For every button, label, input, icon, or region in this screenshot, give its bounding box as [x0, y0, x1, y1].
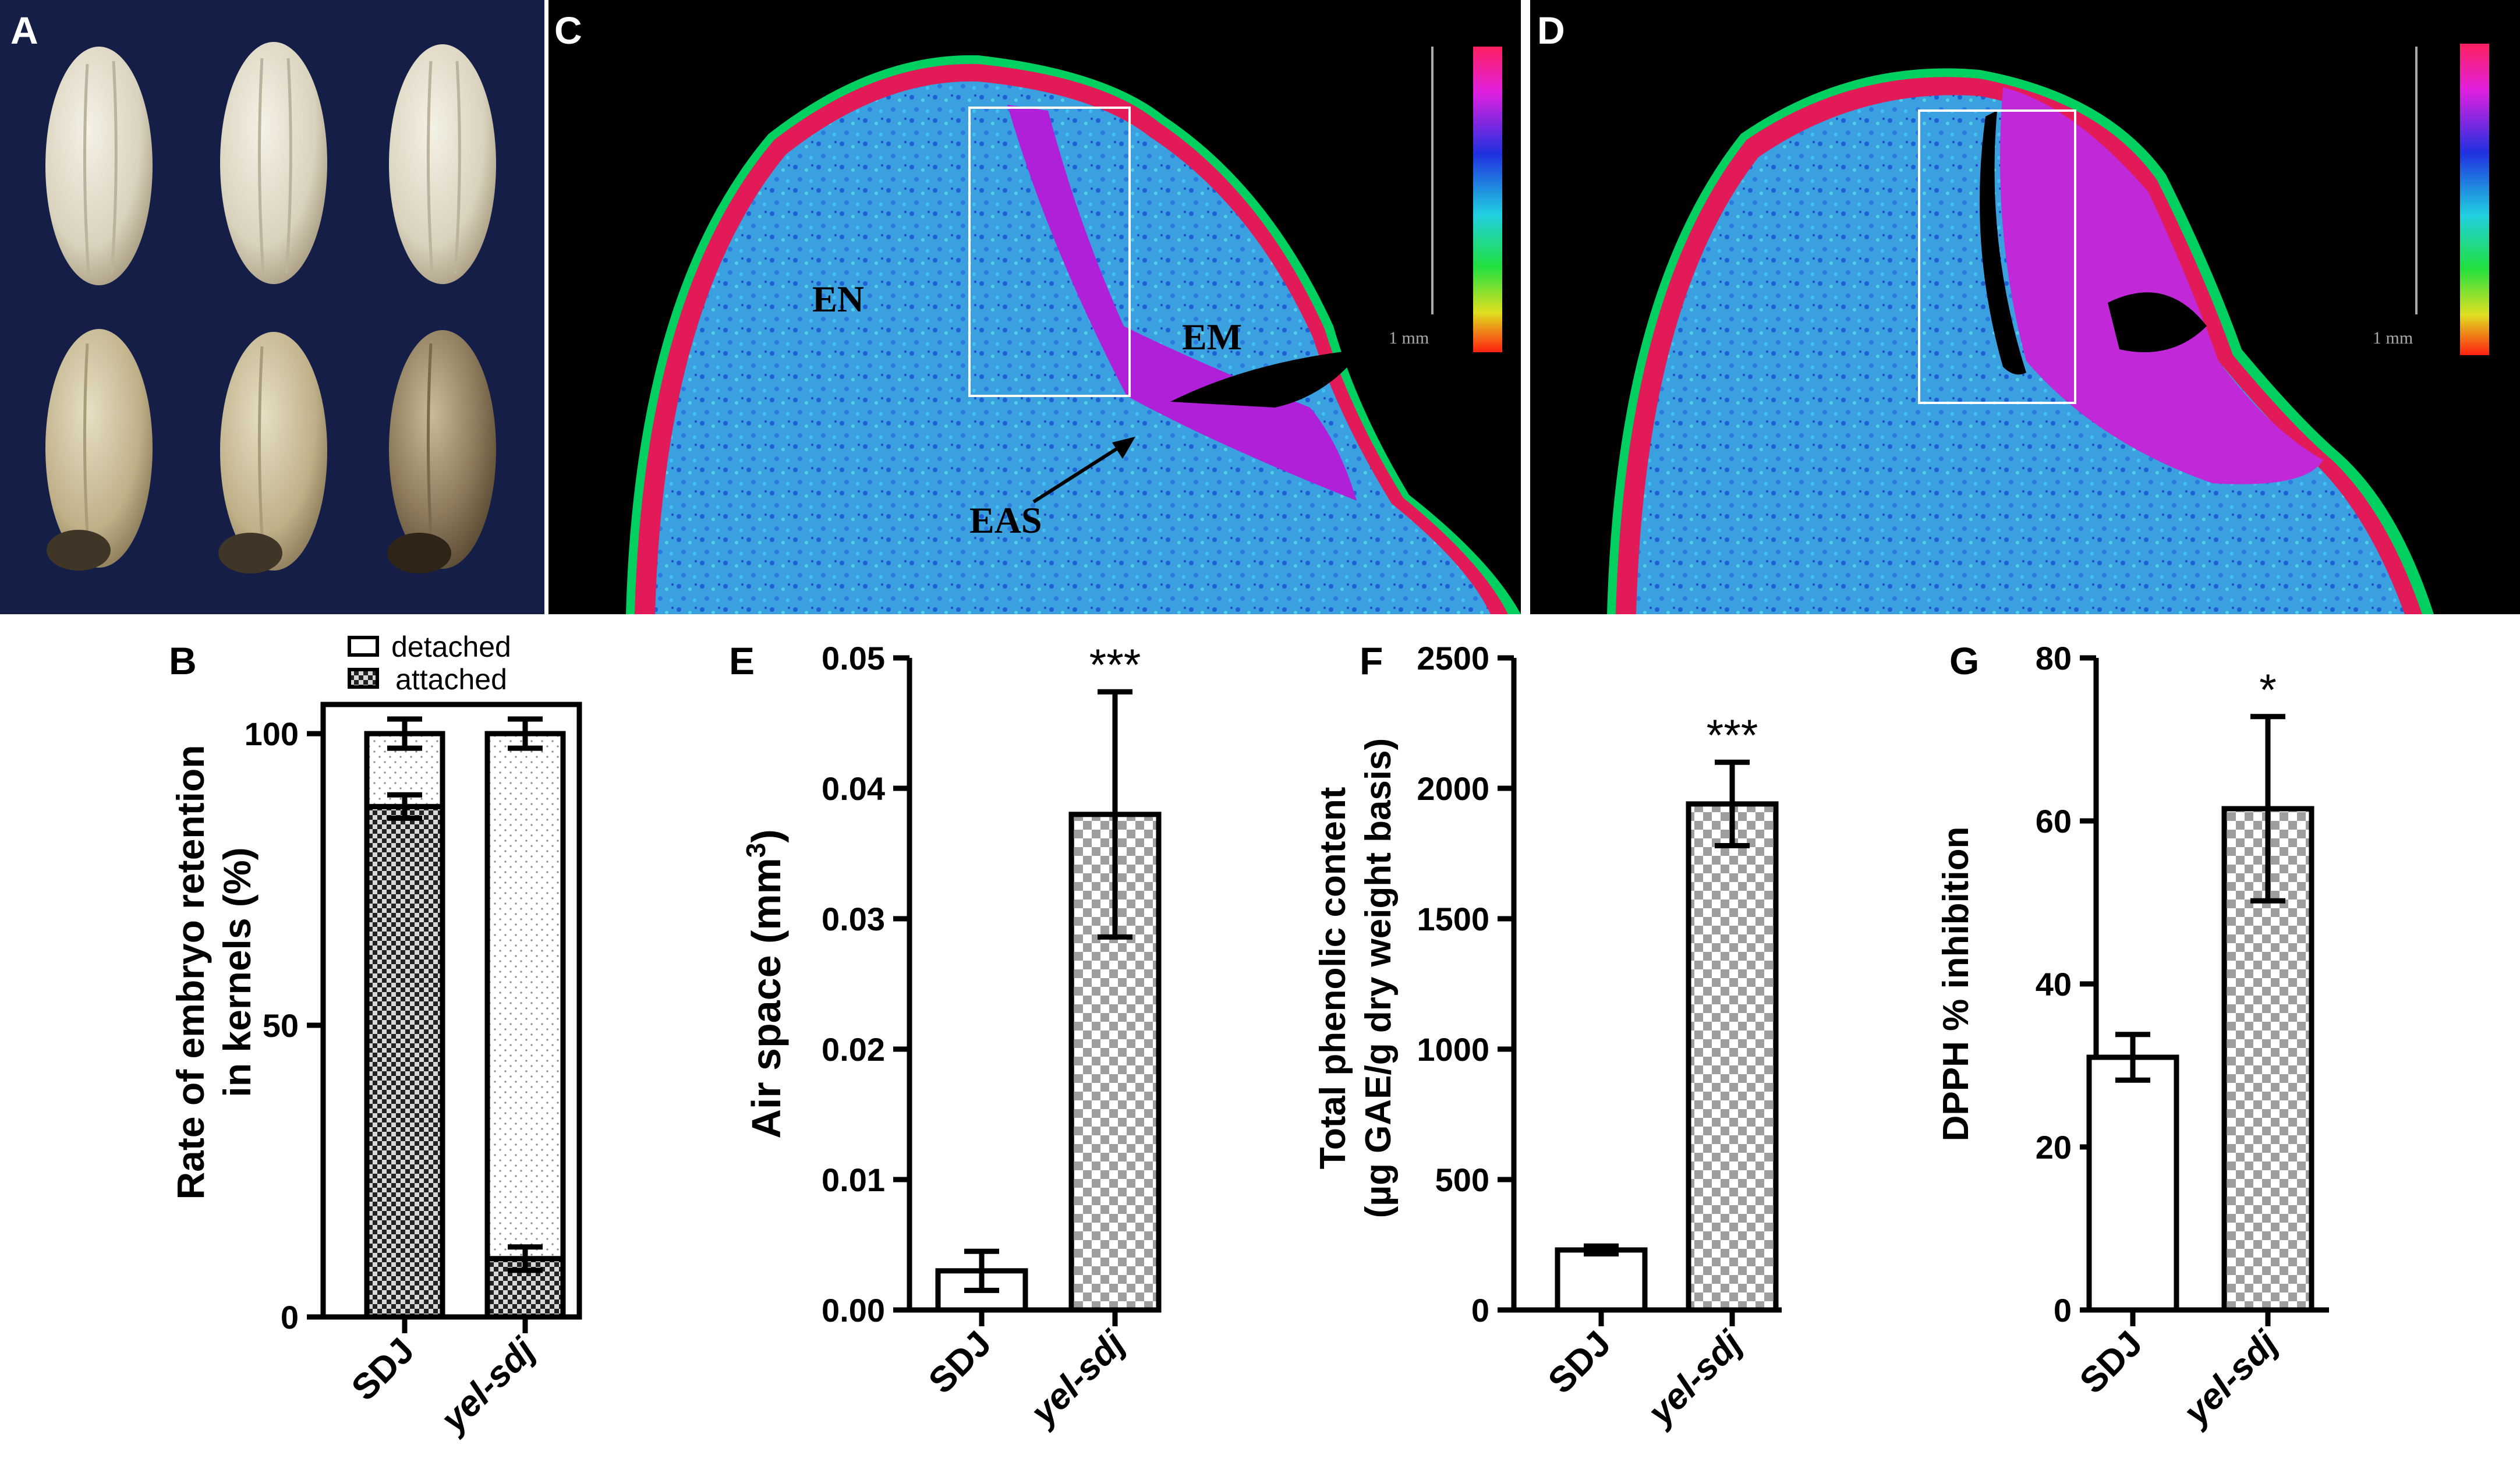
- eas-arrow-head: [1112, 437, 1135, 459]
- chart-g-ylabel: DPPH % inhibition: [1936, 827, 1976, 1142]
- panel-label-g: G: [1949, 639, 1979, 682]
- panel-label-a: A: [10, 9, 38, 52]
- chart-e-ylabel-end: ): [744, 829, 789, 842]
- y-tick-label: 0.05: [822, 640, 885, 677]
- bar-sdj: [2086, 1054, 2179, 1313]
- chart-f-ylabel-2: (µg GAE/g dry weight basis): [1358, 738, 1399, 1219]
- color-scale-d: [2460, 44, 2489, 355]
- x-tick-label: yel-sdj: [432, 1330, 543, 1441]
- bar-yel-sdj: [1686, 801, 1779, 1313]
- plot-frame: [320, 702, 582, 1320]
- y-tick-label: 0: [2054, 1292, 2072, 1329]
- x-tick-label: SDJ: [921, 1323, 999, 1401]
- x-tick-label: SDJ: [344, 1330, 422, 1408]
- y-tick-label: 0.00: [822, 1292, 885, 1329]
- kernel-sdj-3: [389, 44, 496, 284]
- color-scale-c: [1473, 47, 1502, 352]
- legend-label-detached: detached: [391, 631, 511, 663]
- significance-marker: ***: [1089, 640, 1141, 690]
- panel-label-c: C: [554, 9, 582, 52]
- region-box-d: [1918, 109, 2076, 404]
- endosperm-tissue: [655, 81, 1491, 614]
- kernel-yel-1: [45, 329, 153, 571]
- kernel-yel-3: [387, 330, 496, 573]
- y-tick-label: 0.03: [822, 901, 885, 937]
- y-tick-label: 60: [2036, 803, 2072, 840]
- panel-label-e: E: [729, 639, 755, 682]
- significance-marker: *: [2259, 665, 2277, 715]
- chart-e-ylabel-sup: 3: [741, 843, 771, 858]
- chart-f: Total phenolic content (µg GAE/g dry wei…: [1313, 640, 1782, 1434]
- chart-g: DPPH % inhibition 0 20 40 60 80 SDJ yel-sdj *: [1936, 640, 2329, 1434]
- y-tick-label: 80: [2036, 640, 2072, 677]
- y-tick-label: 1500: [1417, 901, 1489, 937]
- panel-label-b: B: [169, 639, 197, 682]
- x-tick-label: yel-sdj: [1639, 1323, 1750, 1434]
- label-en: EN: [812, 278, 864, 320]
- region-box-c: [968, 107, 1131, 397]
- y-tick-label: 0.04: [822, 770, 885, 807]
- panel-label-d: D: [1537, 9, 1565, 52]
- y-tick-label: 0.01: [822, 1162, 885, 1198]
- scale-label-c: 1 mm: [1389, 328, 1429, 348]
- embryo-tissue-d: [2000, 87, 2323, 484]
- chart-f-ylabel-1: Total phenolic content: [1313, 787, 1353, 1170]
- chart-b-ylabel-2: in kernels (%): [215, 847, 259, 1097]
- legend-swatch-detached: [348, 636, 379, 657]
- panel-label-f: F: [1360, 639, 1383, 682]
- scale-label-d: 1 mm: [2373, 328, 2413, 348]
- y-tick-label: 2500: [1417, 640, 1489, 677]
- chart-e-ylabel: Air space (mm3): [741, 829, 789, 1138]
- y-tick-label: 20: [2036, 1129, 2072, 1166]
- y-tick-label: 0: [281, 1299, 299, 1336]
- y-tick-label: 50: [263, 1007, 299, 1044]
- kernel-sdj-2: [220, 42, 327, 284]
- bar-sdj: [1555, 1247, 1648, 1313]
- x-tick-label: yel-sdj: [1022, 1323, 1133, 1434]
- kernel-yel-2: [218, 332, 327, 573]
- panel-c-image: EN EM EAS 1 mm: [548, 0, 1521, 615]
- x-tick-label: SDJ: [2072, 1323, 2150, 1401]
- chart-e: Air space (mm3) 0.00 0.01 0.02 0.03 0.04 0.05…: [741, 640, 1162, 1434]
- air-space-c: [1170, 349, 1362, 408]
- legend-swatch-attached: [348, 668, 379, 689]
- kernel-sdj-1: [45, 47, 153, 285]
- y-tick-label: 0: [1471, 1292, 1489, 1329]
- panel-a-photo: [0, 0, 544, 614]
- x-tick-label: SDJ: [1541, 1323, 1619, 1401]
- y-tick-label: 1000: [1417, 1031, 1489, 1068]
- chart-b: detached attached Rate of embryo retenti…: [169, 631, 582, 1441]
- y-tick-label: 40: [2036, 966, 2072, 1003]
- panel-d-image: 1 mm: [1530, 0, 2520, 615]
- legend-label-attached: attached: [395, 663, 507, 696]
- significance-marker: ***: [1707, 711, 1758, 760]
- bar-detached: [484, 731, 566, 1262]
- y-tick-label: 100: [245, 716, 299, 752]
- label-eas: EAS: [969, 500, 1042, 541]
- x-tick-label: yel-sdj: [2175, 1323, 2286, 1434]
- y-tick-label: 500: [1435, 1162, 1489, 1198]
- chart-b-ylabel-1: Rate of embryo retention: [169, 745, 212, 1199]
- y-tick-label: 2000: [1417, 770, 1489, 807]
- air-space-d-2: [2108, 292, 2207, 352]
- label-em: EM: [1182, 316, 1242, 357]
- chart-e-ylabel-main: Air space (mm: [744, 858, 789, 1138]
- bar-attached: [364, 803, 445, 1320]
- eas-arrow-line: [1032, 441, 1128, 504]
- y-tick-label: 0.02: [822, 1031, 885, 1068]
- air-space-d: [1980, 111, 2026, 375]
